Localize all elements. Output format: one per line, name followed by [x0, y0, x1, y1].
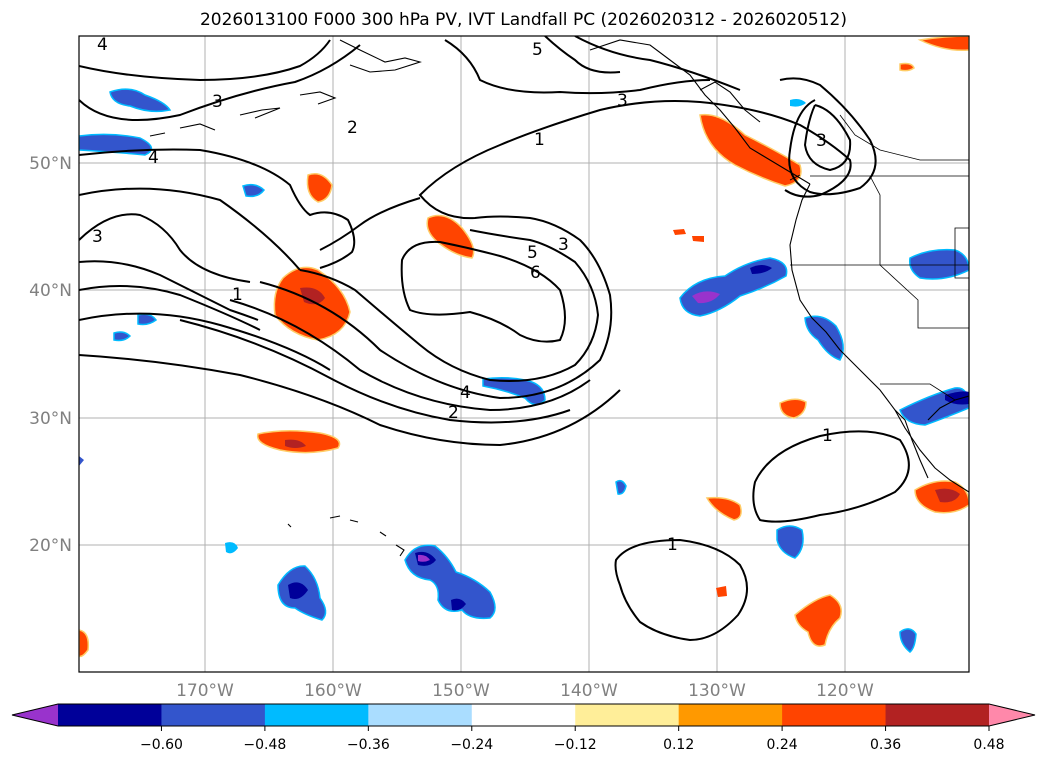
contour-label: 4: [148, 148, 159, 168]
map-border: [78, 35, 970, 673]
lat-label: 30°N: [29, 409, 72, 429]
contour-label: 1: [822, 426, 833, 446]
colorbar-segment: [161, 704, 266, 726]
colorbar-segment: [575, 704, 680, 726]
contour-label: 3: [617, 91, 628, 111]
colorbar-tick-label: 0.48: [973, 737, 1004, 753]
lon-label: 130°W: [688, 681, 746, 701]
map-title: 2026013100 F000 300 hPa PV, IVT Landfall…: [199, 10, 847, 30]
colorbar-segment: [782, 704, 887, 726]
contour-label: 3: [212, 92, 223, 112]
lon-label: 160°W: [304, 681, 362, 701]
lat-label: 40°N: [29, 281, 72, 301]
colorbar-extend-min: [12, 704, 58, 726]
lon-label: 120°W: [816, 681, 874, 701]
lat-label: 50°N: [29, 154, 72, 174]
contour-label: 2: [448, 403, 459, 423]
contour-label: 1: [534, 130, 545, 150]
borders: [789, 114, 969, 401]
contour-label: 4: [97, 35, 108, 55]
contour-label: 3: [92, 227, 103, 247]
colorbar-segment: [264, 704, 369, 726]
colorbar-tick-label: 0.36: [870, 737, 901, 753]
lon-label: 150°W: [432, 681, 490, 701]
contour-label: 4: [460, 383, 471, 403]
colorbar-segment: [58, 704, 162, 726]
colorbar-tick-label: −0.60: [140, 737, 183, 753]
colorbar-segment: [368, 704, 473, 726]
lon-label: 140°W: [560, 681, 618, 701]
colorbar-tick-label: 0.24: [767, 737, 798, 753]
colorbar-tick-label: 0.12: [663, 737, 694, 753]
contour-label: 2: [347, 118, 358, 138]
lon-labels: 170°W 160°W 150°W 140°W 130°W 120°W: [176, 681, 874, 701]
lat-labels: 50°N 40°N 30°N 20°N: [29, 154, 72, 556]
contour-label: 3: [558, 235, 569, 255]
colorbar-segment: [471, 704, 576, 726]
colorbar-extend-max: [989, 704, 1035, 726]
contour-label: 1: [232, 285, 243, 305]
contour-label: 6: [530, 263, 541, 283]
colorbar-tick-label: −0.48: [243, 737, 286, 753]
lon-label: 170°W: [176, 681, 234, 701]
colorbar-segment: [678, 704, 783, 726]
colorbar-segment: [885, 704, 990, 726]
colorbar-tick-label: −0.36: [347, 737, 390, 753]
lat-label: 20°N: [29, 536, 72, 556]
colorbar-tick-label: −0.12: [554, 737, 597, 753]
pv-contours: [79, 36, 910, 642]
contour-labels: 4 5 3 3 3 2 1 4 3 5 3 6 1 4 2 1 1: [92, 35, 833, 555]
contour-label: 5: [527, 243, 538, 263]
ivt-shading: [79, 36, 969, 658]
map-area: [79, 36, 969, 672]
colorbar: −0.60 −0.48 −0.36 −0.24 −0.12 0.12 0.24 0.36 0.4…: [11, 703, 1036, 753]
contour-label: 1: [667, 535, 678, 555]
colorbar-tick-label: −0.24: [450, 737, 493, 753]
contour-label: 3: [816, 131, 827, 151]
contour-label: 5: [532, 40, 543, 60]
